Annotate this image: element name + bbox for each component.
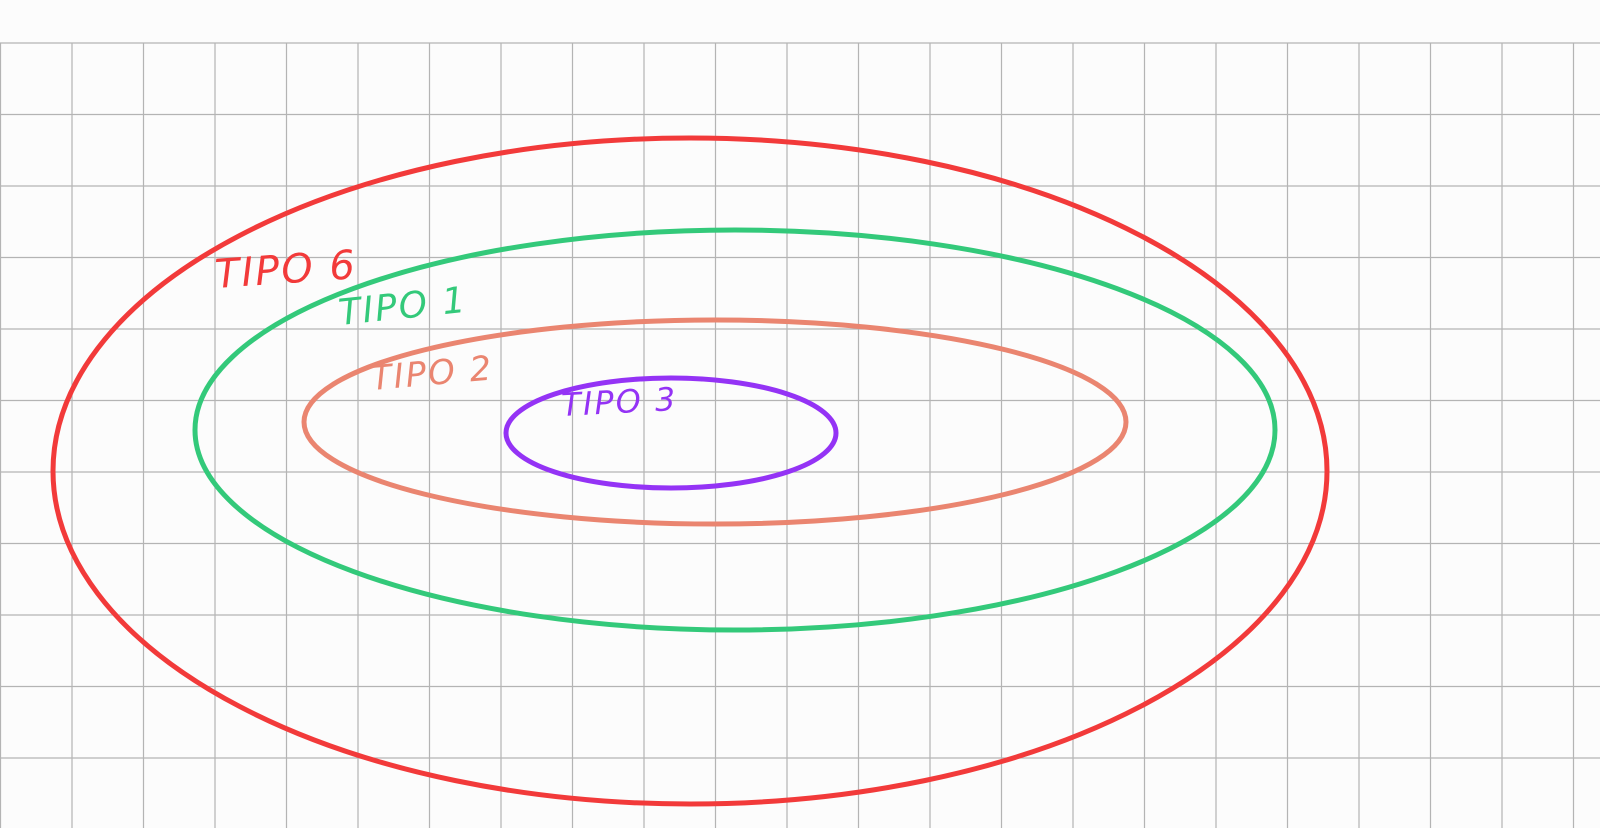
ellipse-tipo6 (50, 135, 1330, 807)
ellipse-tipo2 (301, 317, 1129, 527)
label-tipo6: TIPO 6 (213, 242, 358, 298)
label-tipo3: TIPO 3 (560, 380, 678, 424)
label-tipo2: TIPO 2 (369, 348, 495, 399)
grid-background (0, 42, 1600, 828)
ellipse-tipo1 (192, 227, 1278, 633)
ellipse-tipo3 (503, 375, 839, 491)
